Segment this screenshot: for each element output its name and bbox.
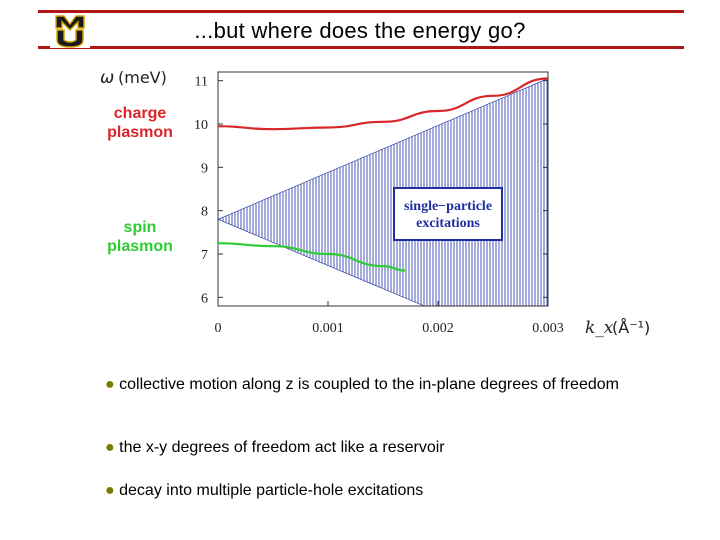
charge-plasmon-label-line2: plasmon	[107, 124, 173, 141]
x-axis-unit: (Å⁻¹)	[612, 318, 650, 337]
slide-title: ...but where does the energy go?	[194, 18, 526, 43]
x-tick-label: 0	[215, 321, 222, 336]
x-tick-label: 0.002	[422, 321, 454, 336]
continuum-label-line1: single−particle	[404, 199, 492, 214]
bullet-dot-icon: ●	[105, 482, 115, 499]
bullet-text: collective motion along z is coupled to …	[119, 376, 619, 393]
bullet-text: decay into multiple particle-hole excita…	[119, 482, 424, 499]
spin-plasmon-label-line1: spin	[124, 219, 157, 236]
title-rule	[38, 46, 684, 49]
continuum-label-line2: excitations	[416, 216, 480, 231]
top-rule	[38, 10, 684, 13]
x-tick-label: 0.001	[312, 321, 344, 336]
charge-plasmon-line	[217, 77, 549, 131]
x-tick-label: 0.003	[532, 321, 564, 336]
university-logo: MU	[50, 14, 90, 48]
bullet-dot-icon: ●	[105, 376, 115, 393]
x-axis-symbol: k_x	[585, 318, 614, 338]
y-tick-label: 11	[195, 75, 208, 90]
dispersion-chart: 6 7 8 9 10 11 0 0.001 0.002 0.003 ω (meV) k_x (Å⁻…	[100, 68, 650, 338]
bullet-item: ● collective motion along z is coupled t…	[105, 375, 645, 394]
y-tick-label: 7	[201, 248, 208, 263]
charge-plasmon-label-line1: charge	[114, 105, 167, 122]
plot-frame	[217, 71, 549, 307]
continuum-label-box	[393, 187, 503, 241]
bullet-text: the x-y degrees of freedom act like a re…	[119, 439, 445, 456]
y-tick-label: 8	[201, 205, 208, 220]
y-tick-label: 10	[194, 118, 208, 133]
bullet-item: ● the x-y degrees of freedom act like a …	[105, 438, 645, 457]
y-tick-label: 6	[201, 291, 208, 306]
spin-plasmon-line	[217, 242, 406, 272]
y-axis-symbol: ω	[100, 68, 114, 88]
bullet-dot-icon: ●	[105, 439, 115, 456]
y-axis-unit: (meV)	[118, 68, 167, 87]
bullet-item: ● decay into multiple particle-hole exci…	[105, 481, 645, 500]
y-tick-label: 9	[201, 161, 208, 176]
spin-plasmon-label-line2: plasmon	[107, 238, 173, 255]
